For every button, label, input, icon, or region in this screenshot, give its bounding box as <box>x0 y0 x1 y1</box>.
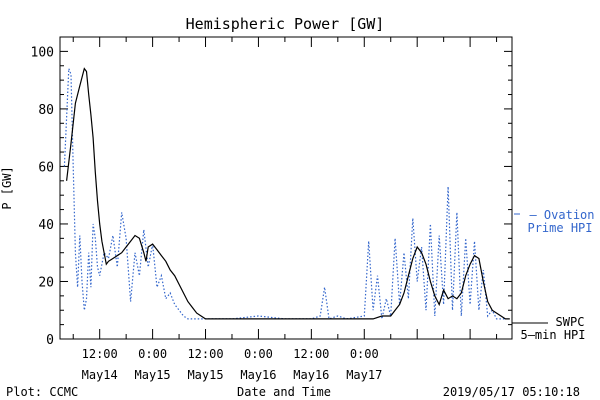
y-tick-label: 0 <box>46 333 54 348</box>
legend-ovation-line2: Prime HPI <box>527 221 592 235</box>
x-tick-date-label: May15 <box>187 368 223 382</box>
chart-title: Hemispheric Power [GW] <box>186 15 385 33</box>
x-tick-date-label: May17 <box>346 368 382 382</box>
x-tick-time-label: 0:00 <box>350 347 379 361</box>
x-tick-time-label: 12:00 <box>82 347 118 361</box>
legend-swpc: SWPC 5—min HPI <box>520 315 585 342</box>
y-tick-labels: 0 20 40 60 80 100 <box>31 45 54 348</box>
plot-axes <box>59 36 548 340</box>
swpc-hpi-line <box>66 67 510 320</box>
y-axis-label: P [GW] <box>0 166 14 209</box>
x-tick-date-label: May16 <box>293 368 329 382</box>
series-layer <box>63 67 510 320</box>
x-tick-time-label: 12:00 <box>293 347 329 361</box>
y-tick-label: 40 <box>38 218 54 233</box>
x-tick-time-label: 0:00 <box>138 347 167 361</box>
x-tick-time-label: 12:00 <box>187 347 223 361</box>
x-tick-time-label: 0:00 <box>244 347 273 361</box>
legend-swpc-line1: SWPC <box>556 315 585 329</box>
footer-timestamp: 2019/05/17 05:10:18 <box>443 385 580 399</box>
y-tick-label: 100 <box>31 45 54 60</box>
x-tick-date-label: May14 <box>82 368 118 382</box>
y-tick-label: 80 <box>38 103 54 118</box>
legend-ovation: — Ovation Prime HPI <box>527 208 594 235</box>
ovation-prime-hpi-line <box>63 68 506 320</box>
y-tick-label: 20 <box>38 275 54 290</box>
y-tick-label: 60 <box>38 160 54 175</box>
x-axis-label: Date and Time <box>237 385 331 399</box>
plot-frame <box>59 36 513 340</box>
x-tick-date-label: May15 <box>135 368 171 382</box>
x-tick-labels: 12:00 May14 0:00 May15 12:00 May15 0:00 May16 12… <box>82 347 383 382</box>
legend-ovation-line1: — Ovation <box>529 208 594 222</box>
footer-plot-source: Plot: CCMC <box>6 385 78 399</box>
x-tick-date-label: May16 <box>240 368 276 382</box>
legend-swpc-line2: 5—min HPI <box>520 328 585 342</box>
